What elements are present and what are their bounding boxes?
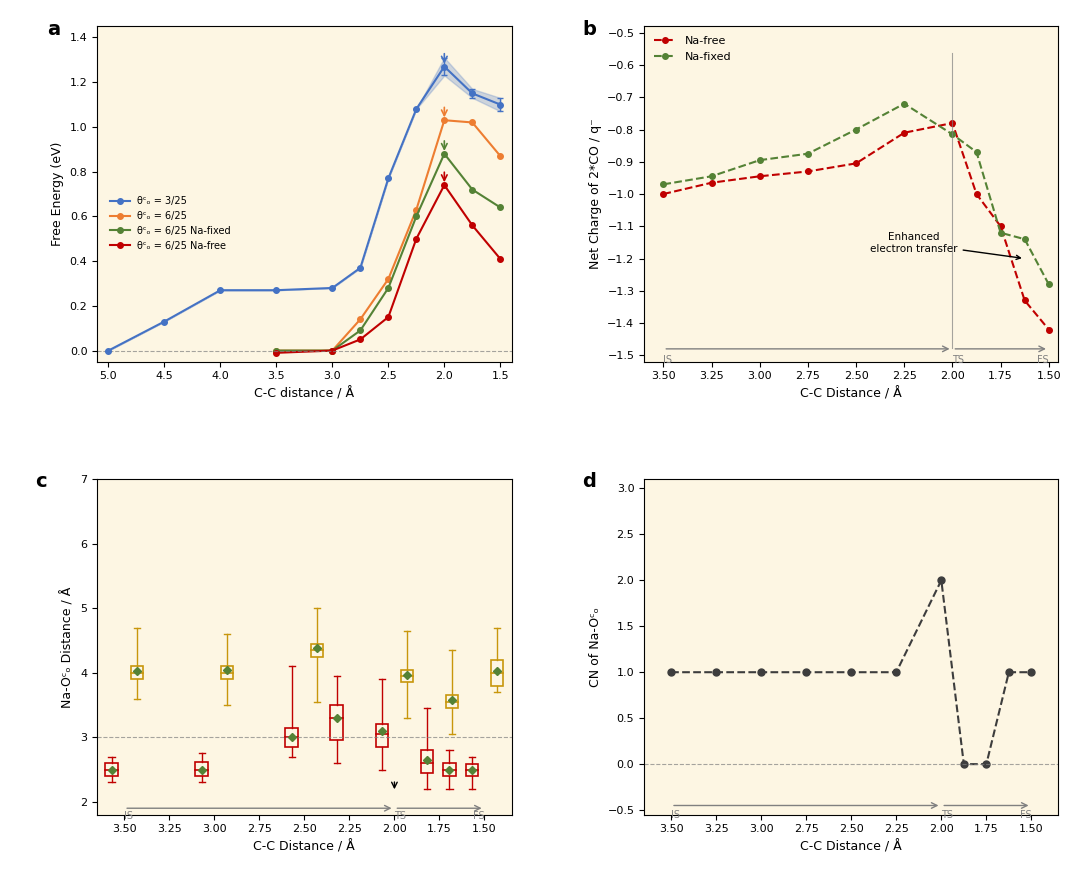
Na-free (946, 117, 959, 128)
Text: TS: TS (394, 811, 406, 822)
Na-fixed (1018, 234, 1031, 244)
X-axis label: C-C Distance / Å: C-C Distance / Å (254, 840, 355, 853)
Na-free (705, 178, 718, 188)
Legend: θᶜₒ = 3/25, θᶜₒ = 6/25, θᶜₒ = 6/25 Na-fixed, θᶜₒ = 6/25 Na-free: θᶜₒ = 3/25, θᶜₒ = 6/25, θᶜₒ = 6/25 Na-fi… (106, 192, 234, 255)
Text: Enhanced
electron transfer: Enhanced electron transfer (870, 232, 1021, 259)
Na-fixed (801, 148, 814, 159)
Na-fixed (657, 179, 670, 189)
Line: Na-free: Na-free (661, 120, 1052, 332)
Na-fixed (970, 147, 983, 158)
Na-free (897, 128, 910, 138)
Text: IS: IS (663, 356, 673, 365)
Text: FS: FS (1020, 810, 1031, 820)
Text: b: b (582, 19, 596, 39)
Line: Na-fixed: Na-fixed (661, 101, 1052, 287)
Y-axis label: CN of Na-Oᶜₒ: CN of Na-Oᶜₒ (589, 607, 602, 687)
X-axis label: C-C distance / Å: C-C distance / Å (254, 387, 354, 400)
Text: IS: IS (671, 810, 680, 820)
Text: FS: FS (1037, 356, 1049, 365)
Text: IS: IS (124, 811, 133, 822)
Na-free (1042, 324, 1055, 335)
Na-free (657, 188, 670, 199)
Na-free (994, 221, 1007, 231)
Na-fixed (897, 98, 910, 109)
Y-axis label: Na-Oᶜₒ Distance / Å: Na-Oᶜₒ Distance / Å (62, 586, 75, 708)
Na-fixed (850, 124, 863, 135)
X-axis label: C-C Distance / Å: C-C Distance / Å (800, 840, 902, 853)
Y-axis label: Net Charge of 2*CO / q⁻: Net Charge of 2*CO / q⁻ (589, 118, 602, 270)
Text: TS: TS (953, 356, 964, 365)
Na-fixed (994, 228, 1007, 238)
Text: a: a (48, 19, 60, 39)
Na-fixed (1042, 279, 1055, 290)
Text: TS: TS (942, 810, 954, 820)
X-axis label: C-C Distance / Å: C-C Distance / Å (800, 387, 902, 400)
Na-fixed (705, 171, 718, 181)
Legend: Na-free, Na-fixed: Na-free, Na-fixed (650, 32, 737, 67)
Text: d: d (582, 472, 596, 491)
Text: FS: FS (473, 811, 485, 822)
Na-free (850, 159, 863, 169)
Na-fixed (753, 155, 766, 166)
Na-free (753, 171, 766, 181)
Na-free (1018, 295, 1031, 306)
Na-free (801, 166, 814, 177)
Text: c: c (35, 472, 46, 491)
Y-axis label: Free Energy (eV): Free Energy (eV) (51, 142, 64, 246)
Na-free (970, 188, 983, 199)
Na-fixed (946, 129, 959, 139)
